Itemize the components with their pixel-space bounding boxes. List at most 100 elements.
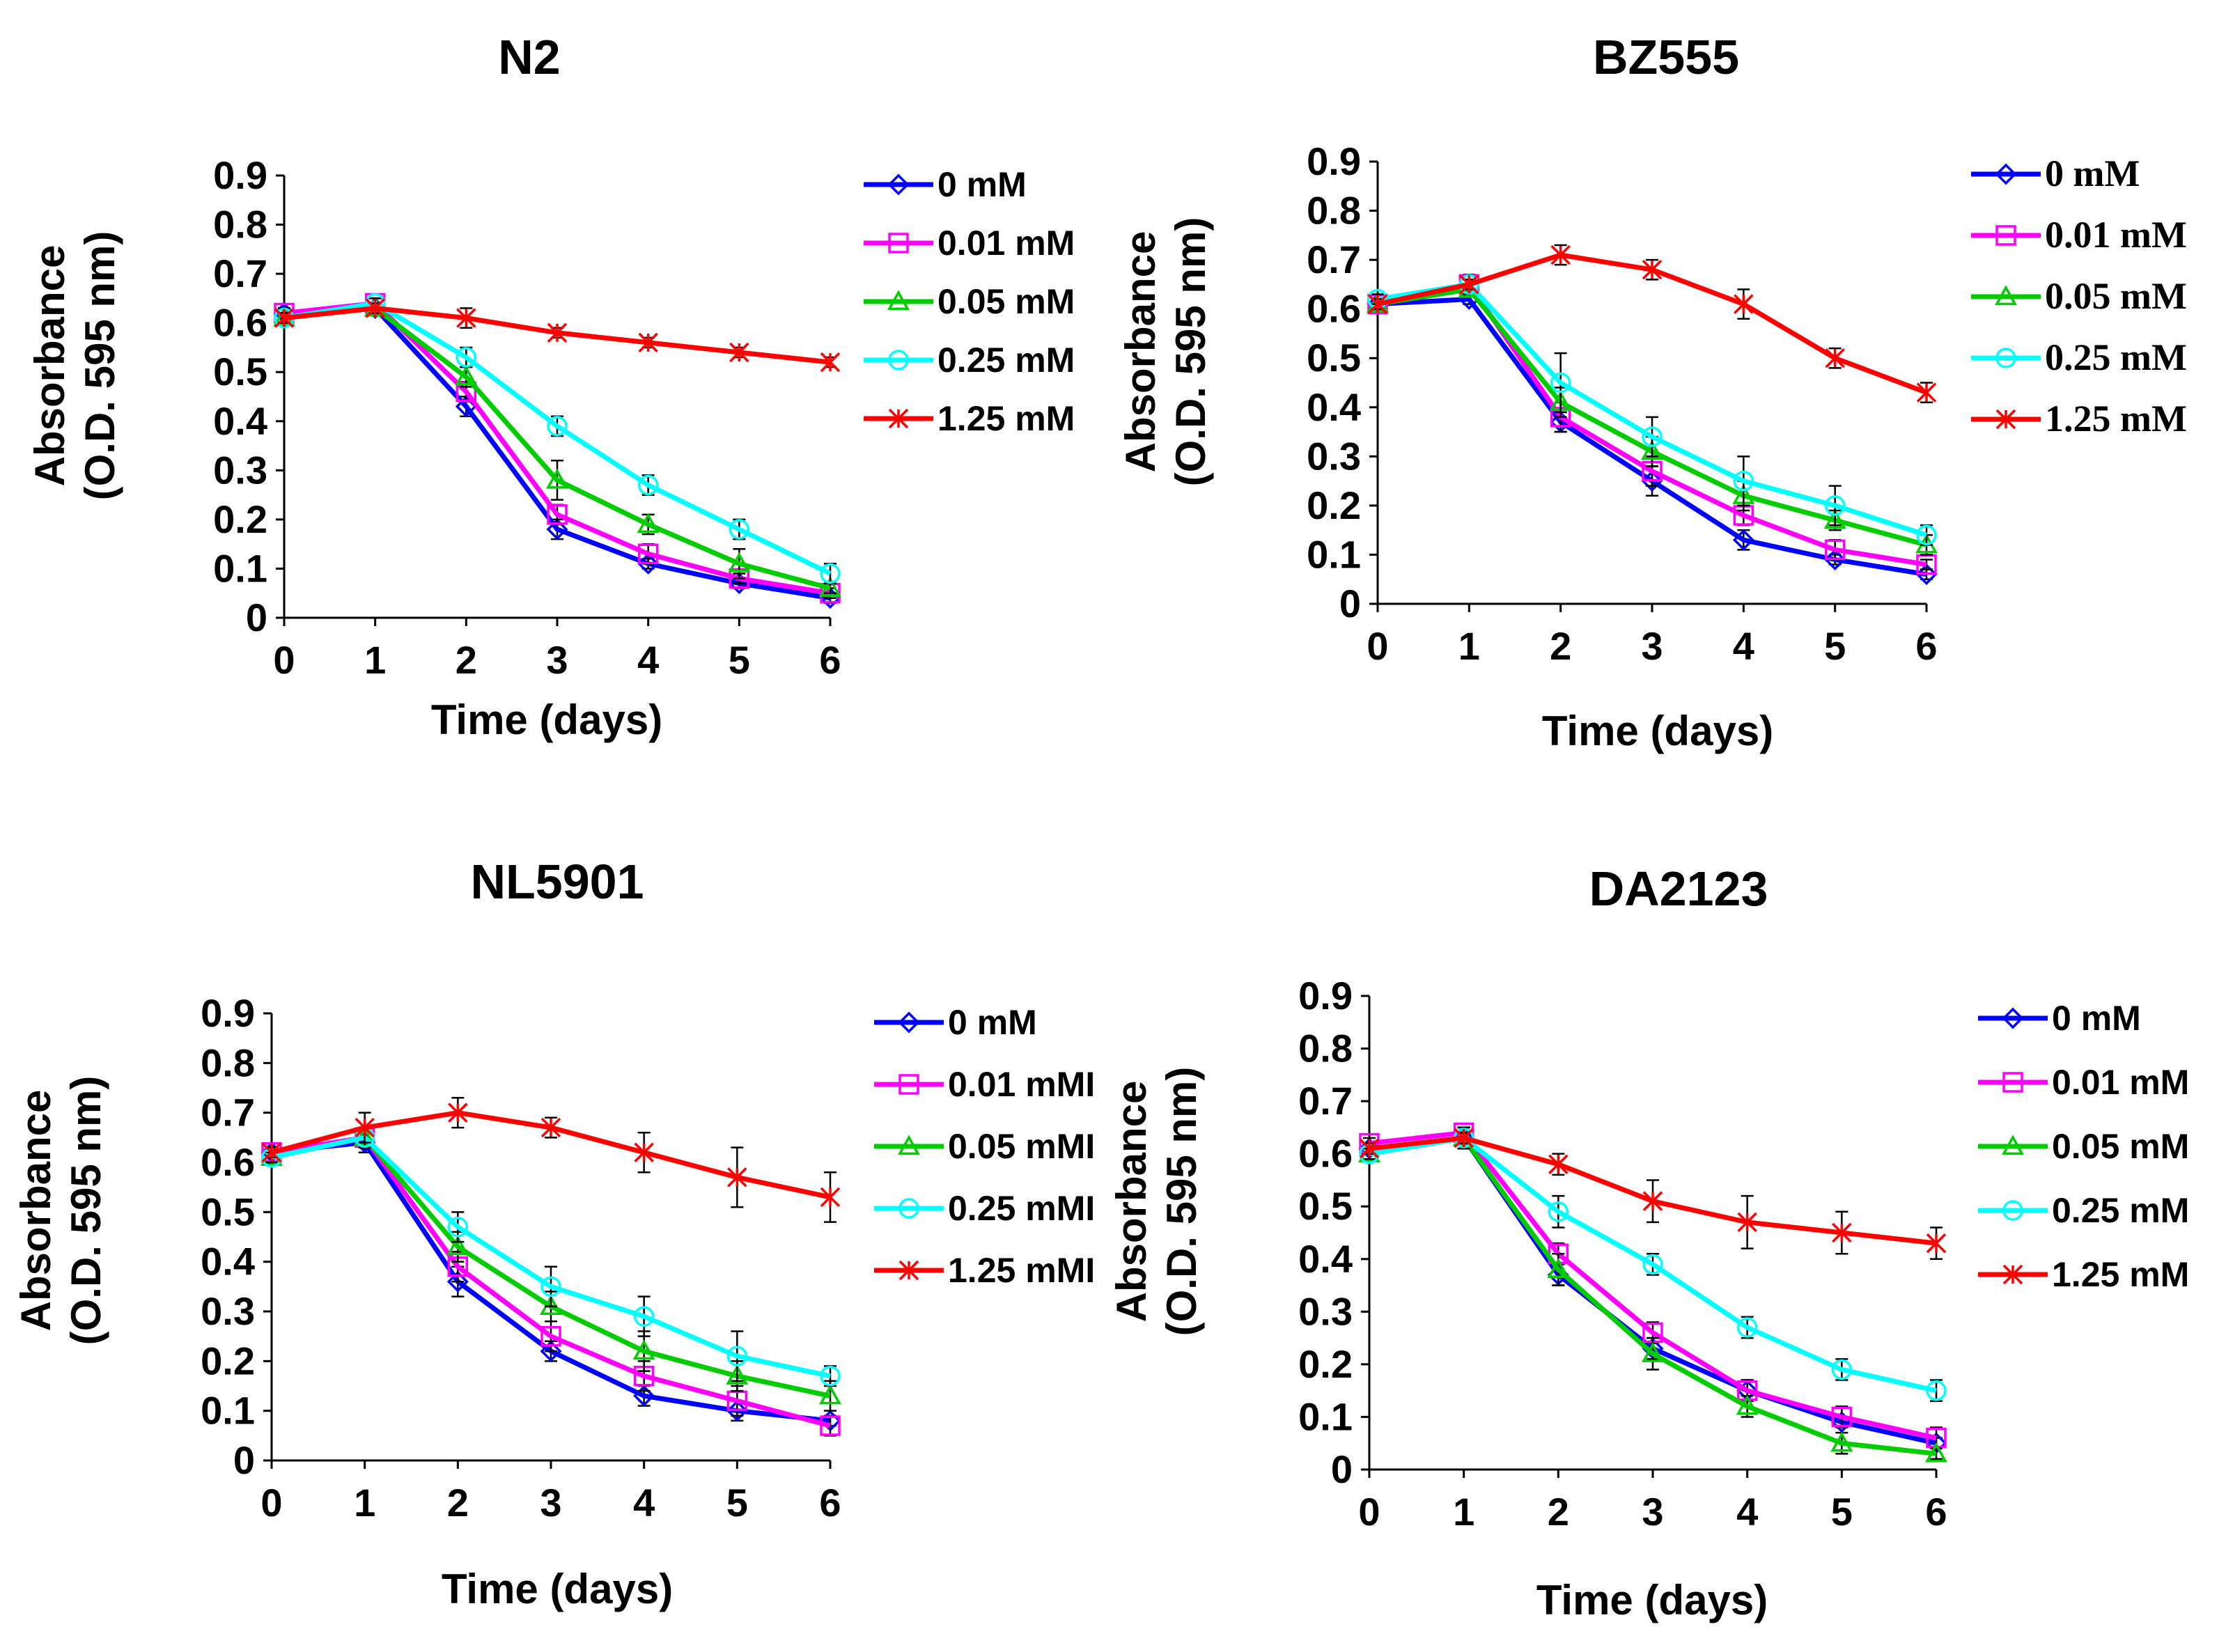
- data-point: [1916, 382, 1937, 403]
- x-tick-label: 3: [1642, 1490, 1663, 1534]
- data-point: [1916, 524, 1937, 545]
- y-tick-label: 0.2: [201, 1339, 255, 1382]
- legend-item: 0.25 mM: [1971, 336, 2187, 378]
- y-tick-label: 0.9: [1307, 139, 1361, 183]
- y-tick-label: 0.3: [201, 1289, 255, 1333]
- legend-marker: [2002, 1200, 2023, 1221]
- data-point: [1454, 1128, 1474, 1148]
- legend-label: 0.25 mM: [2045, 336, 2187, 378]
- x-tick-label: 6: [819, 638, 841, 682]
- data-point: [1736, 1317, 1758, 1338]
- series-0-mm: [1358, 1126, 1947, 1454]
- legend-label: 0.05 mMI: [948, 1127, 1095, 1166]
- y-axis-label-line: (O.D. 595 nm): [1158, 1067, 1205, 1337]
- data-point: [1737, 1212, 1757, 1233]
- legend-marker: [888, 350, 909, 371]
- x-tick-label: 5: [1824, 624, 1846, 668]
- legend: 0 mM 0.01 mM 0.05 mM 0.25 mM 1.25 mM: [1978, 999, 2189, 1294]
- data-point: [1824, 539, 1846, 561]
- legend-item: 1.25 mMI: [874, 1251, 1095, 1290]
- data-point: [547, 416, 568, 437]
- y-axis-label-line: Absorbance: [26, 245, 73, 487]
- data-point: [1734, 294, 1754, 314]
- x-tick-label: 1: [1458, 624, 1480, 668]
- data-point: [637, 552, 660, 575]
- chart-panel-nl5901: NL5901 0 0.1 0.2 0.3 0.4 0.5 0.6 0.7 0.8 0.9 0 1 2 3 4 5…: [13, 855, 1095, 1612]
- y-tick-label: 0.4: [201, 1240, 255, 1284]
- y-tick-label: 0.1: [1307, 532, 1361, 576]
- y-axis-label-line: (O.D. 595 nm): [63, 1076, 109, 1346]
- x-tick-label: 0: [1358, 1490, 1380, 1534]
- y-tick-label: 0.5: [201, 1190, 255, 1233]
- data-point: [1641, 439, 1663, 460]
- legend-label: 0.05 mM: [2052, 1127, 2189, 1166]
- data-point: [726, 1364, 749, 1385]
- y-axis-label: Absorbance(O.D. 595 nm): [1117, 217, 1214, 487]
- y-axis-label-line: Absorbance: [13, 1090, 59, 1332]
- y-tick-label: 0.3: [1307, 434, 1361, 478]
- data-point: [1642, 1342, 1664, 1362]
- y-axis-label: Absorbance(O.D. 595 nm): [1108, 1067, 1205, 1337]
- data-point: [819, 577, 841, 597]
- chart-panel-da2123: DA2123 0 0.1 0.2 0.3 0.4 0.5 0.6 0.7 0.8 0.9 0 1 2 3 4 5…: [1108, 862, 2189, 1623]
- x-tick-label: 1: [364, 638, 386, 682]
- x-axis-label: Time (days): [431, 696, 662, 743]
- legend-label: 0.01 mM: [2052, 1063, 2189, 1102]
- data-point: [726, 1400, 748, 1422]
- data-point: [634, 1142, 654, 1162]
- x-axis-label: Time (days): [1536, 1577, 1768, 1623]
- legend-marker: [1995, 163, 2017, 185]
- legend-item: 0 mM: [1971, 153, 2140, 194]
- data-point: [365, 298, 385, 318]
- data-point: [1547, 1258, 1570, 1279]
- legend-item: 0.01 mM: [1978, 1063, 2189, 1102]
- y-tick-label: 0.7: [1298, 1079, 1353, 1123]
- data-point: [1641, 470, 1663, 492]
- x-axis-label: Time (days): [1542, 708, 1773, 754]
- legend-marker: [898, 1198, 919, 1219]
- legend: 0 mM 0.01 mM 0.05 mM 0.25 mM 1.25 mM: [1971, 153, 2187, 439]
- legend-label: 0.01 mM: [2045, 214, 2187, 256]
- data-point: [1823, 508, 1846, 529]
- legend-marker: [898, 1135, 920, 1155]
- data-point: [274, 308, 295, 328]
- legend-item: 0.01 mMI: [874, 1065, 1095, 1104]
- legend-label: 0.25 mMI: [948, 1189, 1095, 1228]
- data-point: [1459, 274, 1479, 295]
- y-tick-label: 0.4: [1307, 385, 1361, 429]
- data-point: [1359, 1138, 1380, 1159]
- data-point: [1367, 294, 1388, 314]
- series-1-25-mm: [1359, 1128, 1947, 1261]
- x-tick-label: 6: [1915, 624, 1937, 668]
- y-tick-label: 0.2: [213, 497, 267, 541]
- x-tick-label: 4: [1733, 624, 1754, 668]
- series-0-01-mm: [1359, 1122, 1947, 1450]
- legend-item: 0.01 mM: [864, 224, 1075, 263]
- x-tick-label: 6: [1925, 1490, 1947, 1534]
- legend-item: 0 mM: [1978, 999, 2141, 1038]
- legend-label: 0.25 mM: [937, 341, 1075, 380]
- x-tick-label: 0: [1367, 624, 1388, 668]
- legend-label: 0.01 mM: [937, 224, 1075, 263]
- legend-label: 0 mM: [937, 165, 1027, 204]
- y-tick-label: 0.5: [213, 350, 267, 393]
- y-tick-label: 0.8: [213, 203, 267, 247]
- legend-item: 0.25 mM: [864, 341, 1075, 380]
- data-point: [1824, 495, 1846, 516]
- y-tick-label: 0.3: [1298, 1289, 1353, 1333]
- y-tick-label: 0: [1331, 1447, 1353, 1491]
- y-axis-label: Absorbance(O.D. 595 nm): [26, 231, 123, 501]
- chart-title: N2: [498, 30, 560, 84]
- y-axis-label-line: Absorbance: [1117, 231, 1164, 473]
- error-bar: [1930, 1447, 1943, 1460]
- legend-label: 0.25 mM: [2052, 1191, 2189, 1230]
- legend-item: 0 mM: [864, 165, 1027, 204]
- legend-item: 0 mM: [874, 1003, 1037, 1042]
- legend-label: 0.05 mM: [2045, 275, 2187, 317]
- data-point: [1832, 1222, 1852, 1243]
- legend-marker: [2002, 1135, 2024, 1155]
- y-tick-label: 0: [246, 595, 267, 639]
- legend-marker: [898, 1260, 919, 1281]
- y-tick-label: 0.7: [201, 1091, 255, 1135]
- data-point: [540, 1340, 562, 1362]
